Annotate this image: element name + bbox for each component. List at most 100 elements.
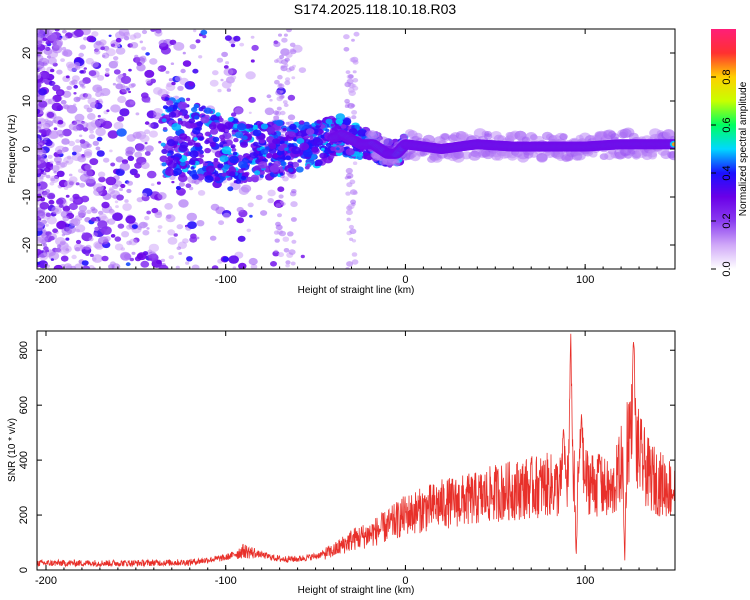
heatmap-cell — [51, 102, 62, 112]
heatmap-cell — [190, 233, 197, 239]
heatmap-cell — [274, 238, 280, 243]
heatmap-cell — [139, 40, 143, 44]
heatmap-cell — [180, 68, 186, 74]
heatmap-cell — [156, 181, 161, 185]
heatmap-cell — [343, 34, 350, 40]
heatmap-cell — [348, 74, 354, 79]
heatmap-cell — [231, 112, 237, 117]
heatmap-cell — [279, 172, 284, 176]
heatmap-cell — [142, 222, 149, 227]
heatmap-cell — [72, 193, 80, 200]
heatmap-cell — [282, 100, 288, 105]
heatmap-cell — [157, 229, 161, 233]
heatmap-cell — [228, 255, 239, 264]
heatmap-cell — [47, 57, 57, 65]
heatmap-cell — [279, 200, 284, 204]
heatmap-cell — [79, 139, 86, 144]
heatmap-cell — [161, 162, 167, 167]
heatmap-cell — [158, 39, 168, 47]
heatmap-cell — [88, 134, 96, 140]
heatmap-cell — [101, 201, 110, 209]
heatmap-cell — [45, 212, 52, 217]
heatmap-cell — [144, 141, 148, 145]
heatmap-cell — [344, 98, 350, 104]
heatmap-cell — [56, 198, 64, 205]
heatmap-cell — [178, 199, 189, 208]
heatmap-cell — [277, 186, 285, 192]
heatmap-cell — [351, 239, 357, 243]
snr-y-ticks: 0 200 400 600 800 — [18, 341, 675, 573]
heatmap-cell — [440, 133, 450, 140]
heatmap-cell — [302, 149, 313, 158]
heatmap-cell — [47, 98, 56, 105]
heatmap-cell — [270, 261, 277, 267]
heatmap-cell — [46, 32, 58, 42]
heatmap-cell — [46, 174, 51, 179]
heatmap-cell — [197, 190, 206, 196]
heatmap-cell — [165, 70, 170, 74]
heatmap-cell — [340, 124, 347, 129]
heatmap-cell — [114, 236, 122, 242]
heatmap-cell — [98, 176, 106, 183]
heatmap-cell — [266, 153, 273, 158]
heatmap-cell — [668, 150, 675, 161]
y-tick-label: 10 — [21, 95, 33, 107]
heatmap-cell — [140, 161, 150, 170]
heatmap-cell — [54, 29, 60, 32]
heatmap-cell — [252, 141, 259, 147]
heatmap-cell — [141, 92, 149, 99]
heatmap-cell — [175, 99, 181, 103]
heatmap-cell — [52, 45, 63, 54]
heatmap-cell — [187, 221, 197, 230]
heatmap-cell — [117, 115, 125, 122]
heatmap-cell — [79, 44, 87, 50]
heatmap-cell — [62, 205, 71, 212]
heatmap-cell — [42, 37, 48, 42]
heatmap-cell — [40, 123, 50, 131]
heatmap-cell — [45, 249, 50, 253]
heatmap-cell — [92, 232, 99, 237]
heatmap-cell — [66, 179, 75, 187]
heatmap-cell — [218, 220, 225, 226]
heatmap-cell — [209, 235, 217, 241]
heatmap-cell — [148, 123, 154, 128]
heatmap-cell — [140, 260, 150, 268]
heatmap-cell — [43, 166, 51, 173]
heatmap-cell — [352, 70, 357, 74]
heatmap-cell — [120, 183, 126, 189]
heatmap-cell — [119, 108, 130, 117]
heatmap-cell — [87, 97, 97, 105]
heatmap-cell — [82, 29, 91, 35]
heatmap-cell — [73, 243, 84, 252]
heatmap-cell — [97, 75, 105, 81]
heatmap-cell — [119, 187, 123, 192]
heatmap-cell — [52, 228, 58, 233]
heatmap-cell — [127, 146, 134, 152]
heatmap-cell — [82, 127, 89, 132]
heatmap-cell — [335, 118, 344, 125]
heatmap-cell — [175, 185, 182, 191]
heatmap-cell — [42, 243, 48, 247]
heatmap-cell — [62, 128, 72, 137]
heatmap-cell — [114, 243, 124, 251]
heatmap-cell — [313, 138, 324, 147]
heatmap-cell — [341, 117, 352, 126]
heatmap-cell — [105, 176, 117, 186]
heatmap-cell — [84, 164, 92, 171]
heatmap-cell — [168, 111, 177, 118]
heatmap-cell — [283, 33, 288, 37]
heatmap-cell — [354, 124, 360, 129]
heatmap-cell — [319, 152, 327, 159]
heatmap-cell — [110, 261, 116, 267]
heatmap-cell — [215, 112, 221, 117]
heatmap-cell — [177, 120, 184, 125]
heatmap-cell — [119, 251, 131, 261]
heatmap-cell — [248, 111, 252, 115]
heatmap-cell — [268, 143, 277, 150]
heatmap-cell — [73, 96, 81, 103]
heatmap-cell — [164, 97, 170, 101]
snr-series-line — [37, 333, 675, 568]
heatmap-cell — [133, 32, 142, 39]
heatmap-cell — [208, 123, 217, 130]
heatmap-cell — [97, 171, 106, 178]
